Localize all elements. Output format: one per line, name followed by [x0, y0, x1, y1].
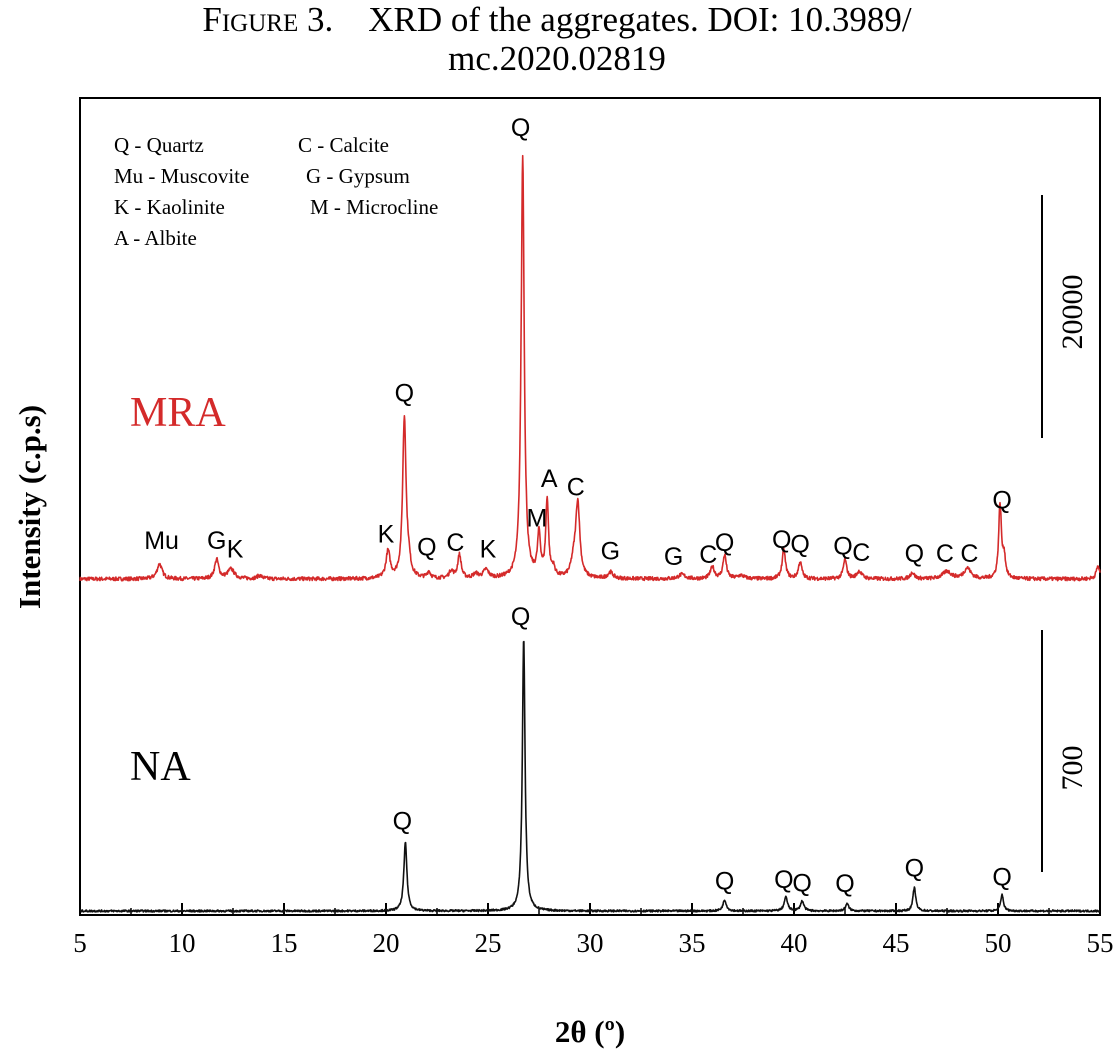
peak-label: Q [790, 530, 809, 558]
series-layer [79, 154, 1101, 913]
x-tick-label: 30 [577, 928, 604, 958]
peak-label: K [378, 521, 395, 549]
figure-label: Figure 3. [202, 0, 334, 39]
x-tick-label: 15 [271, 928, 298, 958]
series-label-mra: MRA [130, 390, 226, 436]
x-tick-label: 40 [781, 928, 808, 958]
peak-label: Q [833, 532, 852, 560]
plot-frame [79, 97, 1101, 916]
peak-label: C [567, 474, 585, 502]
peak-label: Q [905, 854, 924, 882]
figure-caption: Figure 3. XRD of the aggregates. DOI: 10… [0, 0, 1114, 78]
series-label-na: NA [130, 744, 191, 790]
x-axis-label: 2θ (º) [555, 1014, 625, 1049]
peak-label: Mu [144, 527, 179, 555]
legend-entry: K - Kaolinite [114, 195, 225, 219]
peak-label: C [960, 540, 978, 568]
legend-entry: Mu - Muscovite [114, 164, 249, 188]
peak-label: Q [772, 526, 791, 554]
legend-entry: C - Calcite [298, 133, 389, 157]
legend-entry: A - Albite [114, 226, 197, 250]
peak-label: C [699, 541, 717, 569]
x-tick-label: 20 [373, 928, 400, 958]
x-tick-label: 55 [1087, 928, 1114, 958]
peak-label: C [446, 529, 464, 557]
legend-entry: Q - Quartz [114, 133, 204, 157]
scale-bar-label: 700 [1056, 746, 1089, 791]
peak-label: Q [992, 486, 1011, 514]
peak-label: Q [715, 867, 734, 895]
peak-label: Q [511, 114, 530, 142]
y-axis-label: Intensity (c.p.s) [12, 405, 47, 609]
series-line-mra [79, 154, 1101, 582]
peak-label: K [227, 536, 244, 564]
peak-label: Q [835, 870, 854, 898]
peak-label: M [527, 505, 548, 533]
peak-label: A [541, 465, 558, 493]
peak-label: Q [393, 807, 412, 835]
x-tick-label: 10 [169, 928, 196, 958]
x-tick-label: 25 [475, 928, 502, 958]
legend: Q - Quartz C - Calcite Mu - Muscovite G … [114, 133, 438, 250]
peak-label: Q [715, 529, 734, 557]
peak-label: C [852, 539, 870, 567]
legend-entry: G - Gypsum [306, 164, 410, 188]
peak-label: Q [395, 379, 414, 407]
figure-caption-line-1: Figure 3. XRD of the aggregates. DOI: 10… [0, 0, 1114, 39]
legend-entry: M - Microcline [310, 195, 438, 219]
figure-caption-text: XRD of the aggregates. DOI: 10.3989/ [368, 0, 912, 39]
scale-bar-label: 20000 [1056, 275, 1089, 350]
peak-label: Q [511, 603, 530, 631]
figure-caption-line-2: mc.2020.02819 [448, 39, 666, 78]
x-tick-label: 35 [679, 928, 706, 958]
peak-label: K [480, 536, 497, 564]
series-line-na [79, 640, 1101, 913]
peak-label: Q [792, 869, 811, 897]
peak-label: Q [992, 864, 1011, 892]
peak-label: C [936, 540, 954, 568]
peak-label: G [207, 527, 226, 555]
peak-label: G [601, 538, 620, 566]
x-tick-label: 50 [985, 928, 1012, 958]
x-axis-ticks: 5 10 15 20 25 30 35 40 45 50 55 [73, 903, 1114, 958]
peak-label: Q [774, 866, 793, 894]
x-tick-label: 5 [73, 928, 87, 958]
peak-label: G [664, 543, 683, 571]
scale-bars: 20000 700 [1041, 195, 1089, 872]
x-tick-label: 45 [883, 928, 910, 958]
peak-label: Q [905, 540, 924, 568]
peak-label: Q [417, 534, 436, 562]
